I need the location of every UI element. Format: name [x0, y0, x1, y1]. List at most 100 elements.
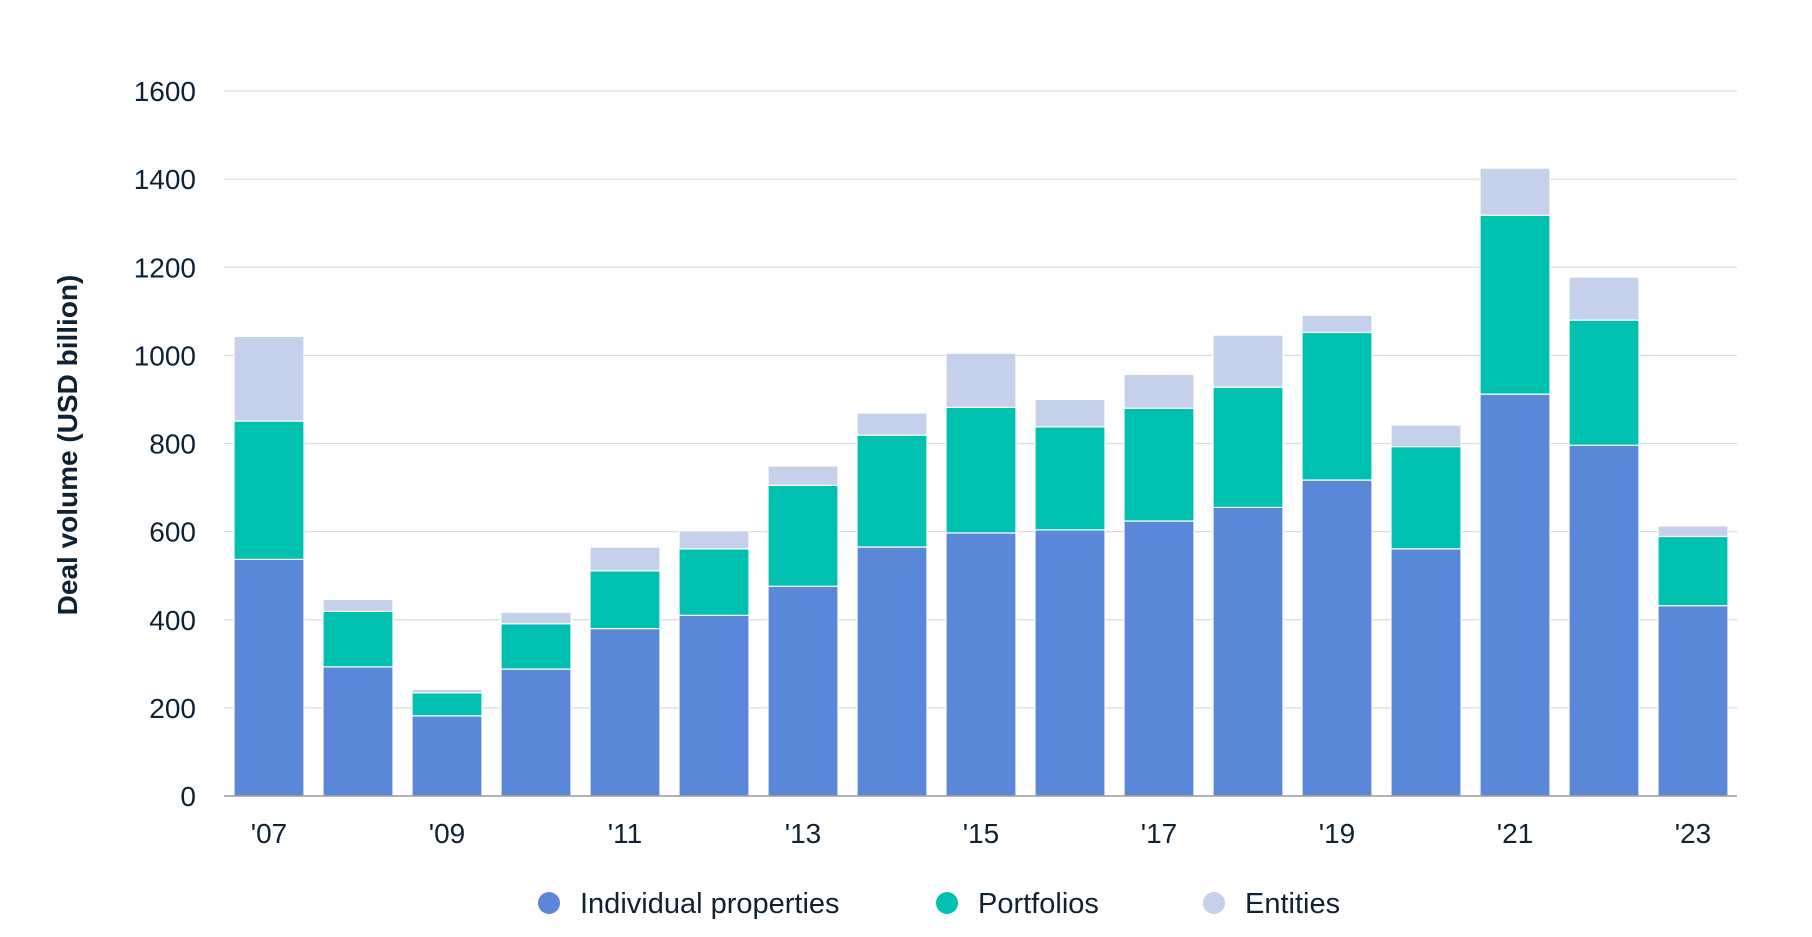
legend-swatch-icon	[936, 892, 958, 914]
bar-stack-2007	[233, 335, 305, 797]
bar-individual-properties-2016	[1034, 529, 1106, 797]
bar-entities-2016	[1034, 398, 1106, 428]
bar-stack-2023	[1657, 525, 1729, 797]
bar-portfolios-2009	[411, 692, 483, 717]
bar-stack-2013	[767, 465, 839, 797]
bar-portfolios-2023	[1657, 535, 1729, 607]
bar-entities-2022	[1568, 276, 1640, 321]
legend-item-entities[interactable]: Entities	[1203, 888, 1340, 920]
bar-entities-2012	[678, 530, 750, 550]
bar-portfolios-2008	[322, 610, 394, 668]
bar-stack-2009	[411, 688, 483, 797]
x-tick-label: '11	[608, 818, 642, 849]
bar-stack-2020	[1390, 424, 1462, 797]
bar-individual-properties-2012	[678, 614, 750, 797]
bar-stack-2017	[1123, 373, 1195, 797]
bar-entities-2011	[589, 546, 661, 572]
bar-portfolios-2022	[1568, 319, 1640, 446]
bar-portfolios-2007	[233, 420, 305, 560]
bars	[233, 167, 1729, 797]
x-tick-label: '17	[1141, 818, 1178, 849]
bar-individual-properties-2014	[856, 546, 928, 797]
bar-stack-2014	[856, 412, 928, 797]
bar-individual-properties-2009	[411, 715, 483, 797]
x-tick-label: '19	[1319, 818, 1356, 849]
bar-portfolios-2011	[589, 570, 661, 630]
bar-entities-2008	[322, 598, 394, 612]
legend-swatch-icon	[1203, 892, 1225, 914]
x-tick-label: '09	[429, 818, 466, 849]
bar-entities-2010	[500, 611, 572, 625]
x-tick-label: '21	[1497, 818, 1534, 849]
bar-stack-2011	[589, 546, 661, 797]
y-tick-label: 800	[149, 429, 196, 460]
bar-entities-2018	[1212, 334, 1284, 388]
y-tick-label: 1600	[134, 76, 196, 107]
bar-stack-2021	[1479, 167, 1551, 797]
bar-individual-properties-2018	[1212, 506, 1284, 797]
bar-stack-2008	[322, 598, 394, 797]
y-tick-label: 1400	[134, 164, 196, 195]
legend-item-individual-properties[interactable]: Individual properties	[538, 888, 840, 920]
bar-entities-2014	[856, 412, 928, 436]
bar-entities-2017	[1123, 373, 1195, 409]
bar-portfolios-2013	[767, 484, 839, 587]
bar-stack-2010	[500, 611, 572, 797]
bar-entities-2007	[233, 335, 305, 422]
bar-individual-properties-2023	[1657, 605, 1729, 797]
bar-individual-properties-2013	[767, 585, 839, 797]
bar-individual-properties-2022	[1568, 444, 1640, 797]
bar-portfolios-2021	[1479, 214, 1551, 395]
y-tick-label: 600	[149, 517, 196, 548]
bar-entities-2019	[1301, 314, 1373, 334]
bar-entities-2020	[1390, 424, 1462, 448]
x-tick-label: '15	[963, 818, 1000, 849]
bar-portfolios-2015	[945, 406, 1017, 534]
legend-label: Entities	[1245, 888, 1340, 920]
bar-entities-2023	[1657, 525, 1729, 538]
bar-entities-2013	[767, 465, 839, 486]
bar-portfolios-2020	[1390, 445, 1462, 550]
y-tick-label: 1000	[134, 340, 196, 371]
bar-individual-properties-2019	[1301, 479, 1373, 797]
bar-portfolios-2017	[1123, 407, 1195, 522]
legend-label: Individual properties	[580, 888, 840, 920]
bar-portfolios-2018	[1212, 386, 1284, 508]
bar-portfolios-2010	[500, 623, 572, 670]
bar-entities-2009	[411, 688, 483, 694]
bar-individual-properties-2011	[589, 627, 661, 797]
y-tick-label: 0	[180, 781, 196, 812]
legend: Individual properties Portfolios Entities	[538, 888, 1340, 920]
bar-stack-2019	[1301, 314, 1373, 797]
bar-portfolios-2014	[856, 434, 928, 548]
x-tick-label: '07	[251, 818, 288, 849]
bar-entities-2015	[945, 352, 1017, 408]
bar-stack-2016	[1034, 398, 1106, 797]
bar-entities-2021	[1479, 167, 1551, 216]
x-tick-label: '23	[1675, 818, 1712, 849]
legend-item-portfolios[interactable]: Portfolios	[936, 888, 1099, 920]
y-axis-title: Deal volume (USD billion)	[52, 275, 83, 616]
y-tick-label: 1200	[134, 252, 196, 283]
bar-individual-properties-2010	[500, 668, 572, 797]
bar-individual-properties-2017	[1123, 520, 1195, 797]
x-tick-label: '13	[785, 818, 822, 849]
y-tick-label: 200	[149, 693, 196, 724]
bar-individual-properties-2007	[233, 558, 305, 797]
bar-portfolios-2019	[1301, 331, 1373, 481]
bar-stack-2022	[1568, 276, 1640, 797]
bar-portfolios-2012	[678, 548, 750, 616]
bar-individual-properties-2020	[1390, 548, 1462, 797]
bar-individual-properties-2008	[322, 666, 394, 797]
bar-portfolios-2016	[1034, 426, 1106, 531]
y-axis-ticks: 0 200 400 600 800 1000 1200 1400 1600	[134, 76, 196, 812]
bar-stack-2018	[1212, 334, 1284, 797]
legend-label: Portfolios	[978, 888, 1099, 920]
bar-individual-properties-2021	[1479, 393, 1551, 797]
bar-stack-2012	[678, 530, 750, 797]
bar-stack-2015	[945, 352, 1017, 797]
legend-swatch-icon	[538, 892, 560, 914]
y-tick-label: 400	[149, 605, 196, 636]
x-axis-ticks: '07 '09 '11 '13 '15 '17 '19 '21 '23	[251, 818, 1712, 849]
